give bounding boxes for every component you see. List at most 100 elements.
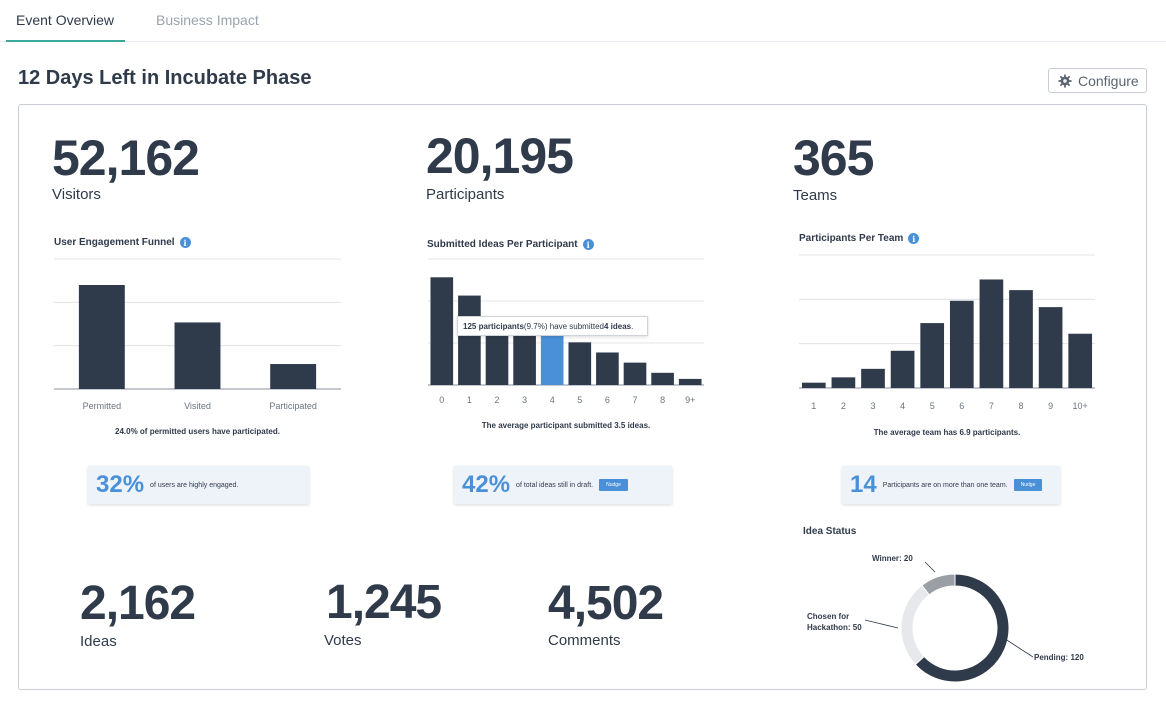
nudge-button[interactable]: Nudge bbox=[1013, 479, 1043, 491]
idea-status-title: Idea Status bbox=[803, 526, 857, 537]
engagement-callout: 32% of users are highly engaged. bbox=[88, 466, 309, 504]
comments-label: Comments bbox=[548, 632, 621, 649]
ideas-label: Ideas bbox=[80, 633, 117, 650]
bar-3[interactable] bbox=[513, 330, 536, 385]
bar-4[interactable] bbox=[890, 350, 915, 388]
chosen-label-line1: Chosen for bbox=[807, 612, 850, 621]
bar-4[interactable] bbox=[540, 334, 564, 385]
configure-label: Configure bbox=[1078, 72, 1139, 89]
bar-1[interactable] bbox=[801, 382, 826, 388]
participants-label: Participants bbox=[426, 186, 505, 203]
tick-label: Participated bbox=[269, 401, 317, 411]
visitors-label: Visitors bbox=[52, 186, 101, 203]
tick-label: 7 bbox=[632, 395, 637, 405]
teams-label: Teams bbox=[793, 187, 838, 204]
bar-9[interactable] bbox=[1038, 307, 1063, 388]
callout-text: of total ideas still in draft. bbox=[516, 481, 594, 489]
pending-label: Pending: 120 bbox=[1034, 653, 1084, 662]
callout-text: Participants are on more than one team. bbox=[882, 481, 1008, 489]
tick-label: 8 bbox=[660, 395, 665, 405]
visitors-count: 52,162 bbox=[52, 130, 200, 186]
bar-3[interactable] bbox=[861, 368, 885, 388]
tab-business-impact[interactable]: Business Impact bbox=[156, 12, 259, 28]
ideas-per-participant-title: Submitted Ideas Per Participant i bbox=[427, 239, 594, 250]
tab-event-overview[interactable]: Event Overview bbox=[16, 12, 115, 28]
tick-label: 9 bbox=[1048, 401, 1053, 411]
tick-label: 6 bbox=[959, 401, 964, 411]
bar-8[interactable] bbox=[1009, 290, 1033, 388]
bar-5[interactable] bbox=[920, 323, 945, 388]
donut-slice-chosen-for-hackathon[interactable] bbox=[900, 584, 930, 666]
tick-label: Permitted bbox=[83, 401, 122, 411]
tick-label: 6 bbox=[605, 395, 610, 405]
tick-label: 5 bbox=[930, 401, 935, 411]
tick-label: 10+ bbox=[1073, 401, 1088, 411]
callout-value: 14 bbox=[850, 471, 877, 498]
bar-0[interactable] bbox=[430, 277, 454, 385]
callout-text: of users are highly engaged. bbox=[150, 481, 239, 489]
bar-5[interactable] bbox=[568, 342, 592, 385]
tooltip-ideas: 4 ideas bbox=[603, 321, 632, 331]
info-icon[interactable]: i bbox=[908, 233, 920, 244]
tick-label: 4 bbox=[550, 395, 555, 405]
tick-label: Visited bbox=[184, 401, 211, 411]
tick-label: 9+ bbox=[685, 395, 695, 405]
bar-2[interactable] bbox=[831, 377, 856, 388]
dashboard-panel bbox=[18, 104, 1147, 690]
multi-team-callout: 14 Participants are on more than one tea… bbox=[842, 466, 1060, 504]
active-tab-indicator bbox=[6, 40, 125, 42]
winner-label: Winner: 20 bbox=[872, 554, 913, 563]
tooltip-count: 125 participants bbox=[463, 321, 524, 331]
info-icon[interactable]: i bbox=[179, 237, 191, 248]
ideas-per-participant-title-text: Submitted Ideas Per Participant bbox=[427, 239, 578, 250]
tick-label: 4 bbox=[900, 401, 905, 411]
bar-7[interactable] bbox=[979, 279, 1004, 388]
participants-per-team-chart: 1 2 3 4 5 6 7 8 9 10+ bbox=[799, 254, 1095, 411]
bar-9-[interactable] bbox=[678, 378, 702, 385]
nudge-button[interactable]: Nudge bbox=[599, 479, 628, 491]
tick-label: 2 bbox=[841, 401, 846, 411]
funnel-caption: 24.0% of permitted users have participat… bbox=[115, 427, 280, 436]
bar-tooltip: 125 participants (9.7%) have submitted 4… bbox=[457, 316, 648, 336]
tick-label: 1 bbox=[467, 395, 472, 405]
votes-count: 1,245 bbox=[326, 576, 442, 629]
bar-permitted[interactable] bbox=[78, 285, 125, 389]
bar-1[interactable] bbox=[458, 295, 481, 385]
tick-label: 2 bbox=[494, 395, 499, 405]
teams-caption: The average team has 6.9 participants. bbox=[873, 428, 1021, 437]
info-icon[interactable]: i bbox=[582, 239, 594, 250]
participants-per-team-title-text: Participants Per Team bbox=[799, 233, 904, 244]
votes-label: Votes bbox=[324, 632, 362, 649]
bar-6[interactable] bbox=[596, 352, 619, 385]
engagement-funnel-chart: Permitted Visited Participated bbox=[54, 258, 341, 411]
bar-10-[interactable] bbox=[1068, 333, 1093, 388]
configure-button[interactable]: Configure bbox=[1048, 68, 1147, 93]
funnel-title-text: User Engagement Funnel bbox=[54, 237, 175, 248]
tick-label: 0 bbox=[439, 395, 444, 405]
participants-per-team-title: Participants Per Team i bbox=[799, 233, 920, 244]
tick-label: 3 bbox=[522, 395, 527, 405]
bar-2[interactable] bbox=[485, 324, 509, 385]
tick-label: 3 bbox=[870, 401, 875, 411]
bar-6[interactable] bbox=[949, 300, 974, 388]
teams-count: 365 bbox=[793, 130, 874, 186]
chosen-label-line2: Hackathon: 50 bbox=[807, 623, 862, 632]
ideas-caption: The average participant submitted 3.5 id… bbox=[481, 421, 651, 430]
comments-count: 4,502 bbox=[548, 577, 664, 630]
tooltip-end: . bbox=[631, 321, 634, 331]
idea-status-donut bbox=[900, 573, 1010, 683]
donut-leader-lines bbox=[864, 561, 1034, 658]
bar-8[interactable] bbox=[651, 372, 674, 385]
tab-bar: Event Overview Business Impact bbox=[0, 0, 1166, 42]
bar-participated[interactable] bbox=[270, 364, 317, 389]
tooltip-pct: (9.7%) have submitted bbox=[523, 321, 604, 331]
funnel-title: User Engagement Funnel i bbox=[54, 237, 191, 248]
bar-visited[interactable] bbox=[174, 322, 221, 389]
tick-label: 7 bbox=[989, 401, 994, 411]
bar-7[interactable] bbox=[623, 362, 647, 385]
tick-label: 5 bbox=[577, 395, 582, 405]
page-title: 12 Days Left in Incubate Phase bbox=[18, 67, 312, 89]
tick-label: 8 bbox=[1018, 401, 1023, 411]
callout-value: 42% bbox=[462, 471, 511, 498]
ideas-count: 2,162 bbox=[80, 577, 196, 630]
